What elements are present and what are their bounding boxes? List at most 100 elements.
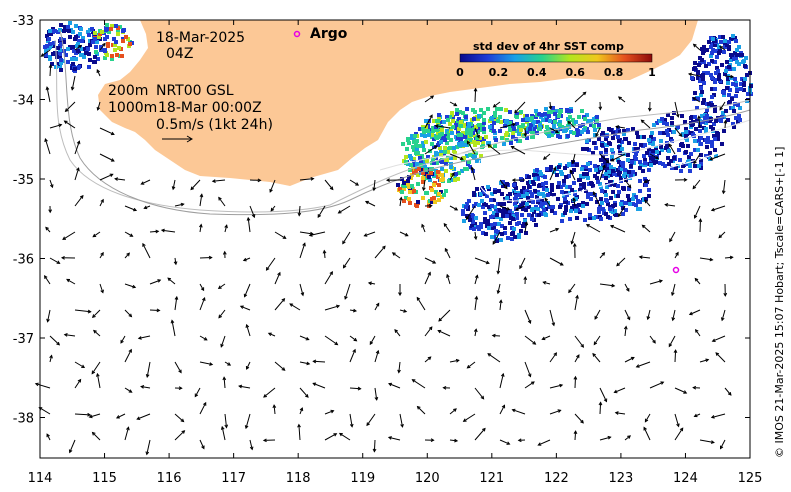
sst-pixel xyxy=(693,61,697,65)
sst-pixel xyxy=(639,143,643,147)
sst-pixel xyxy=(512,227,516,231)
sst-pixel xyxy=(430,197,434,201)
contour-white-1 xyxy=(477,139,751,202)
current-arrow xyxy=(364,200,376,207)
sst-pixel xyxy=(710,42,714,46)
sst-pixel xyxy=(634,157,638,161)
sst-pixel xyxy=(415,139,419,143)
sst-pixel xyxy=(484,135,488,139)
sst-pixel xyxy=(699,136,703,140)
current-arrow xyxy=(517,438,526,443)
sst-pixel xyxy=(672,111,676,115)
sst-pixel xyxy=(465,202,469,206)
sst-pixel xyxy=(713,109,717,113)
sst-pixel xyxy=(110,24,114,28)
sst-pixel xyxy=(626,194,630,198)
sst-pixel xyxy=(695,119,699,123)
sst-pixel xyxy=(486,107,490,111)
sst-pixel xyxy=(686,160,690,164)
current-arrow xyxy=(474,274,479,285)
sst-pixel xyxy=(729,58,733,62)
current-arrow xyxy=(542,281,551,285)
sst-pixel xyxy=(492,211,496,215)
sst-pixel xyxy=(650,131,654,135)
sst-pixel xyxy=(493,144,497,148)
sst-pixel xyxy=(416,182,420,186)
date-label: 18-Mar-2025 xyxy=(156,30,245,46)
sst-pixel xyxy=(710,76,714,80)
sst-pixel xyxy=(113,43,117,47)
sst-pixel xyxy=(446,150,450,154)
sst-pixel xyxy=(116,32,120,36)
sst-pixel xyxy=(700,74,704,78)
current-arrow xyxy=(641,224,651,233)
sst-pixel xyxy=(623,171,627,175)
sst-pixel xyxy=(424,119,428,123)
sst-pixel xyxy=(738,118,742,122)
sst-pixel xyxy=(479,108,483,112)
sst-pixel xyxy=(594,146,598,150)
sst-pixel xyxy=(489,223,493,227)
current-arrow xyxy=(718,231,726,239)
sst-pixel xyxy=(524,117,528,121)
sst-pixel xyxy=(693,139,697,143)
sst-pixel xyxy=(737,114,741,118)
sst-pixel xyxy=(442,120,446,124)
current-arrow xyxy=(88,413,101,419)
current-arrow xyxy=(720,439,726,450)
sst-pixel xyxy=(589,123,593,127)
current-arrow xyxy=(49,354,53,363)
sst-pixel xyxy=(574,120,578,124)
current-arrow xyxy=(674,427,684,441)
sst-pixel xyxy=(106,42,110,46)
sst-pixel xyxy=(608,207,612,211)
sst-pixel xyxy=(439,140,443,144)
sst-pixel xyxy=(71,30,75,34)
current-arrow xyxy=(443,222,451,233)
sst-pixel xyxy=(582,182,586,186)
sst-pixel xyxy=(431,126,435,130)
sst-pixel xyxy=(464,115,468,119)
sst-pixel xyxy=(487,226,491,230)
sst-pixel xyxy=(588,213,592,217)
current-arrow xyxy=(174,386,183,391)
sst-pixel xyxy=(511,131,515,135)
sst-pixel xyxy=(713,43,717,47)
sst-pixel xyxy=(743,77,747,81)
sst-pixel xyxy=(79,27,83,31)
sst-pixel xyxy=(454,172,458,176)
sst-pixel xyxy=(414,203,418,207)
current-arrow xyxy=(299,242,306,259)
current-arrow xyxy=(697,115,701,129)
current-arrow xyxy=(693,205,701,219)
sst-pixel xyxy=(491,214,495,218)
sst-pixel xyxy=(689,152,693,156)
sst-pixel xyxy=(696,76,700,80)
current-arrow xyxy=(269,179,276,193)
sst-pixel xyxy=(407,141,411,145)
sst-pixel xyxy=(665,129,669,133)
current-arrow xyxy=(199,193,204,207)
current-arrow xyxy=(297,423,301,441)
sst-pixel xyxy=(443,150,447,154)
sst-pixel xyxy=(604,176,608,180)
sst-pixel xyxy=(432,183,436,187)
sst-pixel xyxy=(597,123,601,127)
sst-pixel xyxy=(727,65,731,69)
sst-pixel xyxy=(47,37,51,41)
sst-pixel xyxy=(696,97,700,101)
sst-pixel xyxy=(699,142,703,146)
sst-pixel xyxy=(678,158,682,162)
sst-pixel xyxy=(742,59,746,63)
current-arrow xyxy=(514,101,526,114)
current-arrow xyxy=(170,319,176,337)
sst-pixel xyxy=(540,198,544,202)
current-arrow xyxy=(263,387,276,398)
sst-pixel xyxy=(555,173,559,177)
sst-pixel xyxy=(486,185,490,189)
sst-pixel xyxy=(481,141,485,145)
sst-pixel xyxy=(658,131,662,135)
sst-pixel xyxy=(406,182,410,186)
sst-pixel xyxy=(601,207,605,211)
sst-pixel xyxy=(699,153,703,157)
